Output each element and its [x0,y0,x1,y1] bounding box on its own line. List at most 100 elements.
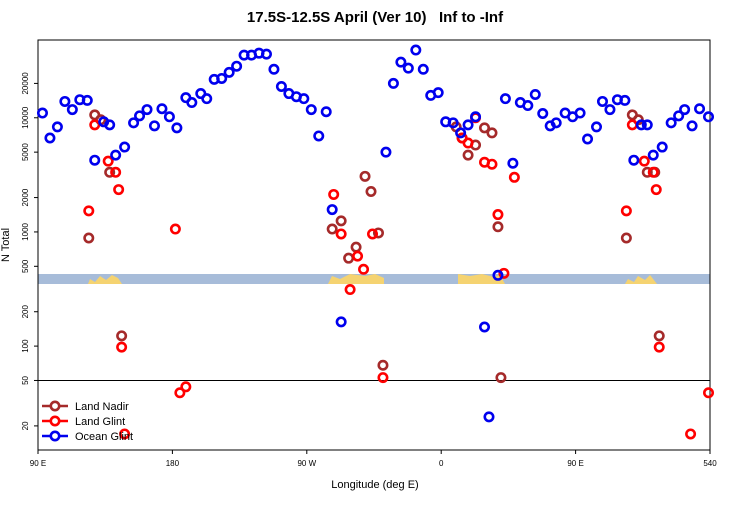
legend-label: Land Nadir [75,401,129,413]
point [335,215,347,227]
point [499,93,511,105]
point [128,117,140,129]
point [596,95,608,107]
point [574,107,586,119]
point [620,232,632,244]
point [216,72,228,84]
point [298,93,310,105]
point [653,330,665,342]
legend-label: Ocean Glint [75,431,133,443]
point [529,88,541,100]
point [508,171,520,183]
point [647,149,659,161]
map-strip [38,274,710,284]
point [656,141,668,153]
point [462,149,474,161]
point [116,341,128,353]
point [479,122,491,134]
y-tick-label: 100 [21,339,30,353]
point [335,228,347,240]
point [686,120,698,132]
x-tick-label: 90 E [567,459,583,468]
land-patch [625,275,657,284]
point [377,372,389,384]
point [486,127,498,139]
point [619,94,631,106]
point [66,104,78,116]
point [638,155,650,167]
point [582,133,594,145]
point [462,119,474,131]
point [455,127,467,139]
point [628,154,640,166]
point [148,120,160,132]
point [367,228,379,240]
point [89,154,101,166]
point [104,119,116,131]
point [679,104,691,116]
point [483,411,495,423]
point [104,166,116,178]
point [620,205,632,217]
x-tick-label: 90 E [30,459,46,468]
point [119,141,131,153]
point [141,104,153,116]
point [36,107,48,119]
y-tick-label: 1000 [21,222,30,240]
legend-symbol [49,415,61,427]
x-tick-label: 540 [703,459,717,468]
point [694,103,706,115]
point [156,103,168,115]
point [550,117,562,129]
point [186,97,198,109]
point [462,137,474,149]
point [402,62,414,74]
point [59,95,71,107]
point [703,111,715,123]
y-axis-label: N Total [0,228,12,262]
point [268,63,280,75]
point [134,110,146,122]
point [163,111,175,123]
point [507,157,519,169]
point [673,110,685,122]
land-patch [458,274,505,284]
point [335,316,347,328]
point [171,122,183,134]
y-tick-label: 20 [21,421,30,430]
point [522,100,534,112]
point [89,119,101,131]
point [116,330,128,342]
point [647,166,659,178]
point [344,284,356,296]
point [650,184,662,196]
point [169,223,181,235]
point [119,428,131,440]
point [83,205,95,217]
point [635,119,647,131]
point [498,267,510,279]
point [359,170,371,182]
legend-symbol [49,400,61,412]
point [83,232,95,244]
point [326,204,338,216]
point [326,223,338,235]
point [486,158,498,170]
point [44,132,56,144]
y-tick-label: 5000 [21,143,30,161]
y-tick-label: 2000 [21,188,30,206]
legend: Land Nadir Land Glint Ocean Glint [42,400,133,443]
y-tick-label: 20000 [21,72,30,95]
y-tick-label: 200 [21,305,30,319]
legend-label: Land Glint [75,416,125,428]
y-tick-label: 500 [21,259,30,273]
y-tick-label: 50 [21,375,30,384]
point [492,269,504,281]
point [410,44,422,56]
point [479,321,491,333]
x-tick-label: 180 [166,459,180,468]
plot-frame [37,39,711,451]
point [665,117,677,129]
point [591,121,603,133]
